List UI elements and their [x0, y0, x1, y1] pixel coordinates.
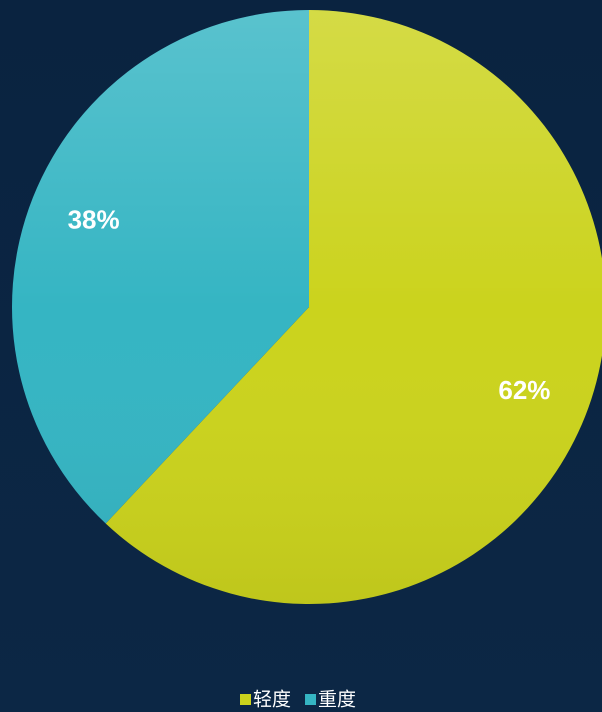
legend-swatch: [305, 694, 317, 705]
labels: 62% 38%: [68, 205, 551, 406]
pie: [12, 10, 602, 604]
data-label: 38%: [68, 205, 120, 235]
legend-label: 重度: [318, 689, 356, 711]
data-label: 62%: [498, 375, 550, 405]
legend-label: 轻度: [253, 689, 291, 711]
legend: 轻度 重度: [240, 689, 356, 711]
legend-swatch: [240, 694, 251, 705]
